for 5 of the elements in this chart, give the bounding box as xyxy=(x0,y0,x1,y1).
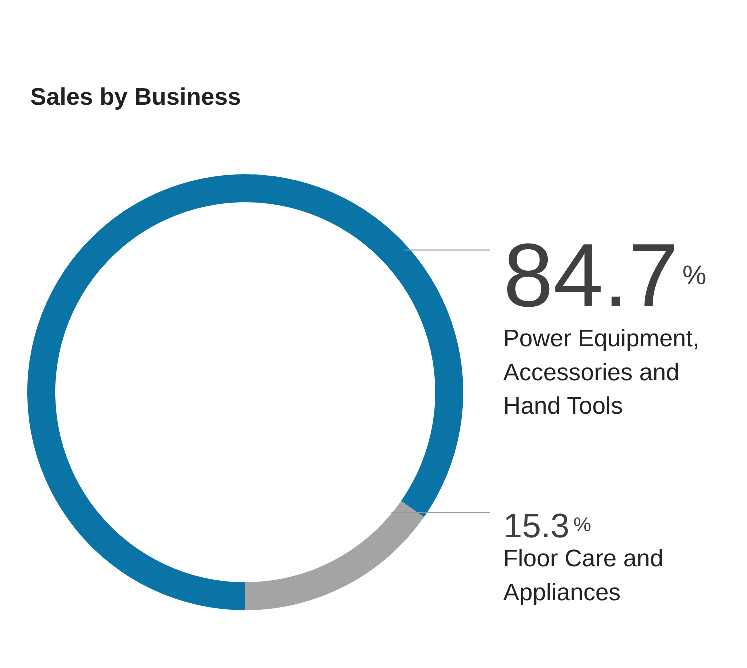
slice-label: Floor Care and Appliances xyxy=(504,546,664,606)
slice-label: Power Equipment, Accessories and Hand Tools xyxy=(504,326,700,420)
chart-title: Sales by Business xyxy=(30,84,242,111)
data-label: 84.7% xyxy=(504,226,707,326)
data-label: 15.3% xyxy=(504,508,592,546)
